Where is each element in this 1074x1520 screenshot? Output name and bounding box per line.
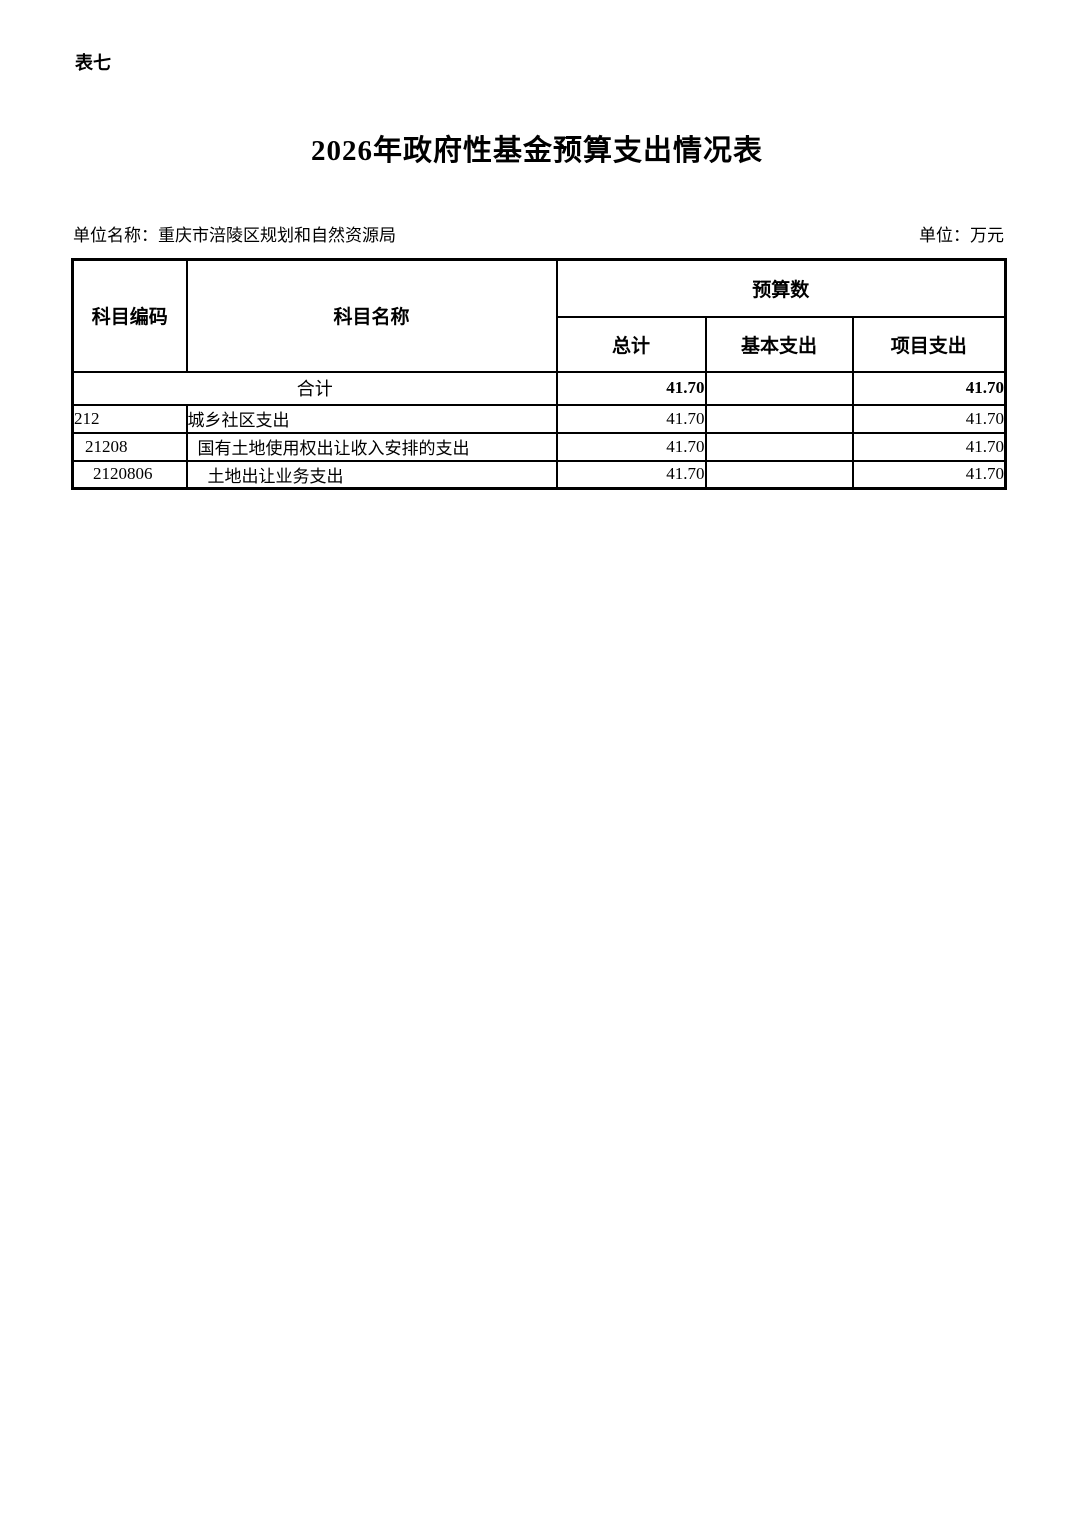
page-title: 2026年政府性基金预算支出情况表	[310, 135, 763, 167]
table-row: 2120806 土地出让业务支出 41.70 41.70	[71, 459, 1007, 490]
unit-name-label: 单位名称：	[73, 226, 158, 245]
total-row-basic-value	[704, 370, 854, 406]
col-header-budget: 预算数	[555, 258, 1007, 318]
col-header-subject-code: 科目编码	[71, 258, 188, 373]
total-row-total-value: 41.70	[555, 370, 707, 406]
subject-code: 21208	[71, 431, 188, 462]
total-value: 41.70	[555, 403, 707, 434]
table-row: 21208 国有土地使用权出让收入安排的支出 41.70 41.70	[71, 431, 1007, 462]
total-row-label: 合计	[71, 370, 558, 406]
col-header-subject-name: 科目名称	[185, 258, 558, 373]
unit-of-measure-label: 单位：万元	[919, 226, 1004, 245]
budget-table: 科目编码 科目名称 预算数 总计 基本支出 项目支出 合计 41.70 41.7…	[71, 258, 1008, 490]
subject-name: 城乡社区支出	[185, 403, 558, 434]
project-expenditure-value: 41.70	[851, 403, 1007, 434]
sheet-label: 表七	[75, 53, 111, 73]
project-expenditure-value: 41.70	[851, 459, 1007, 490]
table-row-total: 合计 41.70 41.70	[71, 370, 1007, 406]
total-row-project-value: 41.70	[851, 370, 1007, 406]
project-expenditure-value: 41.70	[851, 431, 1007, 462]
col-header-basic-expenditure: 基本支出	[704, 315, 854, 373]
subject-name: 土地出让业务支出	[185, 459, 558, 490]
basic-expenditure-value	[704, 459, 854, 490]
basic-expenditure-value	[704, 403, 854, 434]
subject-name: 国有土地使用权出让收入安排的支出	[185, 431, 558, 462]
total-value: 41.70	[555, 431, 707, 462]
unit-name-value: 重庆市涪陵区规划和自然资源局	[158, 226, 396, 245]
col-header-total: 总计	[555, 315, 707, 373]
table-row: 212 城乡社区支出 41.70 41.70	[71, 403, 1007, 434]
subject-code: 212	[71, 403, 188, 434]
col-header-project-expenditure: 项目支出	[851, 315, 1007, 373]
unit-name-line: 单位名称：重庆市涪陵区规划和自然资源局	[73, 224, 396, 248]
basic-expenditure-value	[704, 431, 854, 462]
total-value: 41.70	[555, 459, 707, 490]
meta-row: 单位名称：重庆市涪陵区规划和自然资源局 单位：万元	[73, 224, 1004, 248]
subject-code: 2120806	[71, 459, 188, 490]
